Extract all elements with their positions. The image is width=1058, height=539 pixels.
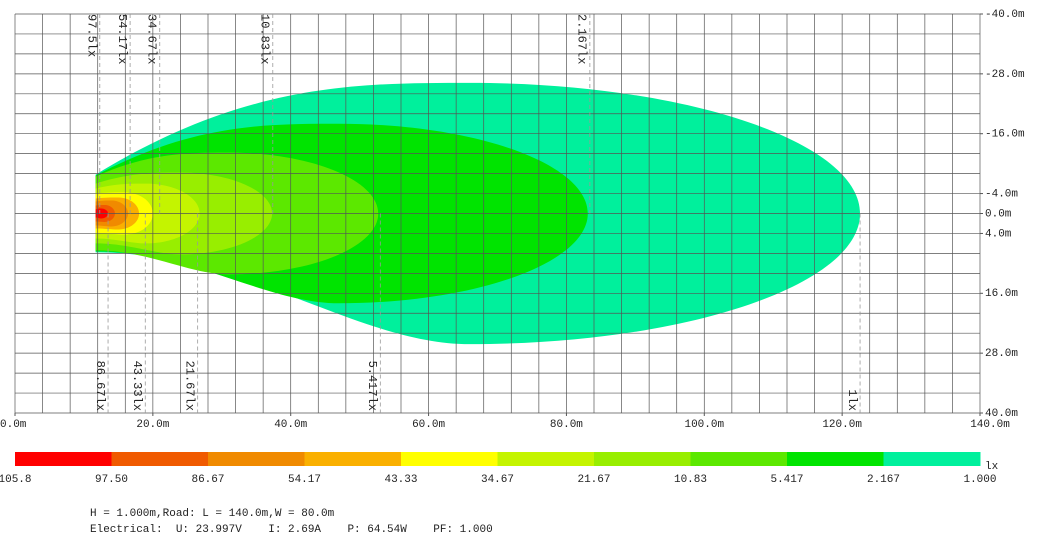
x-tick-label: 120.0m — [822, 419, 862, 431]
grid — [14, 13, 981, 414]
y-tick-label: 0.0m — [985, 208, 1012, 220]
marker-label: 10.83lx — [258, 14, 272, 64]
colorbar-segment — [401, 452, 498, 466]
colorbar-label: 5.417 — [770, 474, 803, 486]
y-tick-label: 40.0m — [985, 408, 1018, 420]
colorbar-label: 21.67 — [577, 474, 610, 486]
y-tick-label: 28.0m — [985, 348, 1018, 360]
colorbar-segment — [208, 452, 305, 466]
colorbar-label: 97.50 — [95, 474, 128, 486]
colorbar-segment — [787, 452, 884, 466]
colorbar-unit: lx — [985, 461, 999, 473]
colorbar-label: 2.167 — [867, 474, 900, 486]
x-tick-label: 80.0m — [550, 419, 583, 431]
x-tick-label: 20.0m — [136, 419, 169, 431]
colorbar-label: 43.33 — [384, 474, 417, 486]
colorbar-label: 54.17 — [288, 474, 321, 486]
y-tick-label: -40.0m — [985, 9, 1025, 21]
y-tick-label: -4.0m — [985, 188, 1018, 200]
marker-label: 21.67lx — [182, 361, 196, 411]
colorbar-segment — [111, 452, 209, 466]
colorbar-label: 1.000 — [963, 474, 996, 486]
colorbar-label: 10.83 — [674, 474, 707, 486]
marker-label: 43.33lx — [130, 361, 144, 411]
marker-label: 54.17lx — [115, 14, 129, 64]
colorbar-segment — [15, 452, 112, 466]
colorbar-label: 34.67 — [481, 474, 514, 486]
marker-label: 86.67lx — [93, 361, 107, 411]
colorbar-label: 86.67 — [191, 474, 224, 486]
x-tick-label: 100.0m — [684, 419, 724, 431]
marker-label: 1lx — [845, 389, 859, 411]
info-line: Electrical: U: 23.997V I: 2.69A P: 64.54… — [90, 524, 493, 536]
x-tick-label: 60.0m — [412, 419, 445, 431]
colorbar-segment — [690, 452, 788, 466]
colorbar-label: 105.8 — [0, 474, 32, 486]
y-tick-label: 4.0m — [985, 228, 1012, 240]
y-tick-label: -16.0m — [985, 129, 1025, 141]
y-tick-label: -28.0m — [985, 69, 1025, 81]
x-tick-label: 40.0m — [274, 419, 307, 431]
info-line: H = 1.000m,Road: L = 140.0m,W = 80.0m — [90, 508, 335, 520]
colorbar-segment — [497, 452, 595, 466]
marker-label: 34.67lx — [145, 14, 159, 64]
colorbar-segment — [883, 452, 981, 466]
x-tick-label: 140.0m — [970, 419, 1010, 431]
marker-label: 97.5lx — [85, 14, 99, 57]
colorbar-segment — [304, 452, 402, 466]
marker-label: 2.167lx — [575, 14, 589, 64]
colorbar-segment — [594, 452, 691, 466]
marker-label: 5.417lx — [365, 361, 379, 411]
y-tick-label: 16.0m — [985, 288, 1018, 300]
x-tick-label: 0.0m — [0, 419, 27, 431]
